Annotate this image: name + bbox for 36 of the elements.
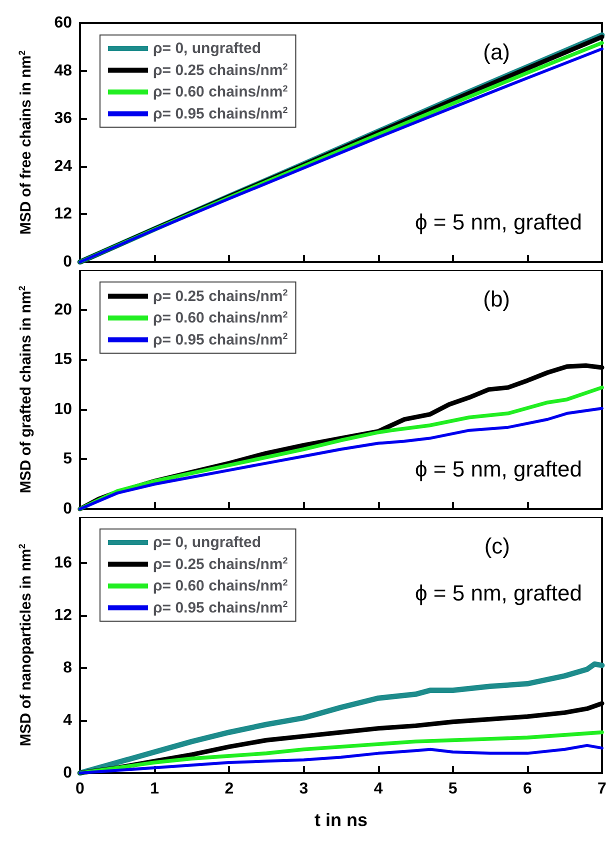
- x-tick-label: 6: [522, 780, 532, 798]
- annotation: (c): [484, 534, 510, 558]
- annotation: (b): [483, 286, 510, 312]
- x-tick-label: 1: [150, 780, 160, 798]
- y-axis-title: MSD of nanoparticles in nm2: [17, 544, 34, 746]
- y-tick-label: 60: [54, 14, 72, 32]
- y-tick-label: 36: [54, 110, 72, 128]
- annotation: ϕ = 5 nm, grafted: [414, 580, 582, 606]
- y-tick-label: 48: [54, 62, 72, 80]
- x-tick-label: 5: [448, 780, 458, 798]
- x-tick-label: 4: [374, 780, 383, 798]
- y-tick-label: 16: [54, 554, 72, 572]
- x-tick-label: 2: [224, 780, 234, 798]
- y-axis-title: MSD of free chains in nm2: [17, 50, 34, 235]
- legend-label: ρ= 0, ungrafted: [153, 40, 262, 57]
- y-tick-label: 24: [54, 158, 72, 175]
- annotation: ϕ = 5 nm, grafted: [414, 210, 582, 234]
- y-tick-label: 8: [63, 659, 72, 676]
- x-axis-title: t in ns: [314, 810, 368, 830]
- x-tick-label: 0: [76, 780, 85, 798]
- y-tick-label: 0: [63, 254, 72, 270]
- y-tick-label: 4: [63, 712, 72, 729]
- x-tick-label: 3: [299, 780, 308, 798]
- y-tick-label: 10: [54, 400, 72, 418]
- y-tick-label: 0: [63, 500, 72, 518]
- legend-label: ρ= 0, ungrafted: [153, 534, 262, 551]
- annotation: (a): [483, 40, 510, 64]
- annotation: ϕ = 5 nm, grafted: [414, 456, 582, 482]
- y-tick-label: 20: [54, 301, 72, 318]
- y-tick-label: 5: [63, 450, 72, 468]
- y-tick-label: 12: [54, 206, 72, 223]
- y-tick-label: 0: [63, 764, 72, 782]
- y-axis-title: MSD of grafted chains in nm2: [17, 286, 34, 494]
- y-tick-label: 12: [54, 606, 72, 624]
- y-tick-label: 15: [54, 351, 72, 368]
- x-tick-label: 7: [598, 780, 607, 798]
